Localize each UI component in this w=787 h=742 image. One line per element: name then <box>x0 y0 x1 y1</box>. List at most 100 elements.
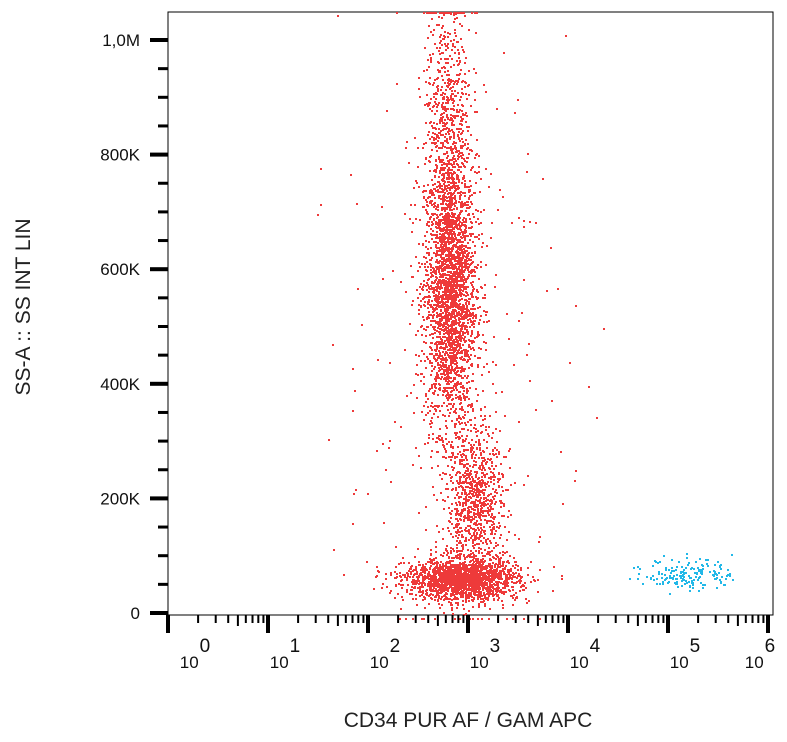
data-point <box>467 322 469 324</box>
data-point <box>436 268 438 270</box>
data-point <box>454 358 456 360</box>
data-point <box>447 465 449 467</box>
data-point <box>451 247 453 249</box>
data-point <box>470 272 472 274</box>
data-point <box>467 405 469 407</box>
data-point <box>429 161 431 163</box>
data-point <box>457 520 459 522</box>
data-point <box>458 335 460 337</box>
data-point <box>478 155 480 157</box>
data-point <box>484 418 486 420</box>
data-point <box>453 389 455 391</box>
data-point <box>456 284 458 286</box>
data-point <box>466 115 468 117</box>
data-point <box>461 406 463 408</box>
data-point <box>451 90 453 92</box>
data-point <box>461 237 463 239</box>
data-point <box>446 321 448 323</box>
data-point <box>427 406 429 408</box>
data-point <box>476 12 478 14</box>
data-point <box>447 181 449 183</box>
data-point <box>464 327 466 329</box>
data-point <box>453 216 455 218</box>
data-point <box>474 424 476 426</box>
data-point <box>436 346 438 348</box>
data-point <box>461 132 463 134</box>
data-point <box>427 59 429 61</box>
data-point <box>411 276 413 278</box>
data-point <box>461 46 463 48</box>
data-point <box>467 507 469 509</box>
data-point <box>464 239 466 241</box>
data-point <box>446 443 448 445</box>
data-point <box>434 573 436 575</box>
data-point <box>474 523 476 525</box>
data-point <box>450 387 452 389</box>
data-point <box>423 185 425 187</box>
data-point <box>463 248 465 250</box>
data-point <box>460 12 462 14</box>
data-point <box>437 224 439 226</box>
data-point <box>455 434 457 436</box>
data-point <box>435 551 437 553</box>
data-point <box>486 543 488 545</box>
data-point <box>431 204 433 206</box>
data-points <box>317 12 734 620</box>
data-point <box>453 141 455 143</box>
data-point <box>457 217 459 219</box>
data-point <box>440 58 442 60</box>
data-point <box>471 284 473 286</box>
data-point <box>438 350 440 352</box>
data-point <box>467 468 469 470</box>
data-point <box>496 456 498 458</box>
data-point <box>451 225 453 227</box>
data-point <box>454 145 456 147</box>
data-point <box>426 261 428 263</box>
data-point <box>445 457 447 459</box>
data-point <box>473 68 475 70</box>
data-point <box>441 174 443 176</box>
data-point <box>480 527 482 529</box>
data-point <box>453 100 455 102</box>
data-point <box>414 137 416 139</box>
data-point <box>483 474 485 476</box>
data-point <box>427 266 429 268</box>
data-point <box>488 435 490 437</box>
data-point <box>467 143 469 145</box>
data-point <box>453 12 455 14</box>
data-point <box>436 214 438 216</box>
data-point <box>471 449 473 451</box>
data-point <box>462 441 464 443</box>
data-point <box>438 147 440 149</box>
data-point <box>443 189 445 191</box>
data-point <box>452 469 454 471</box>
data-point <box>468 227 470 229</box>
data-point <box>447 97 449 99</box>
data-point <box>435 409 437 411</box>
data-point <box>472 373 474 375</box>
data-point <box>453 208 455 210</box>
data-point <box>472 545 474 547</box>
data-point <box>472 480 474 482</box>
data-point <box>459 285 461 287</box>
data-point <box>459 140 461 142</box>
data-point <box>461 350 463 352</box>
data-point <box>495 489 497 491</box>
data-point <box>447 288 449 290</box>
data-point <box>436 374 438 376</box>
data-point <box>455 295 457 297</box>
data-point <box>470 201 472 203</box>
data-point <box>447 70 449 72</box>
data-point <box>445 425 447 427</box>
data-point <box>430 266 432 268</box>
data-point <box>459 518 461 520</box>
data-point <box>466 474 468 476</box>
data-point <box>425 209 427 211</box>
data-point <box>464 517 466 519</box>
data-point <box>444 267 446 269</box>
data-point <box>437 284 439 286</box>
data-point <box>423 70 425 72</box>
data-point <box>476 236 478 238</box>
data-point <box>445 188 447 190</box>
data-point <box>450 275 452 277</box>
